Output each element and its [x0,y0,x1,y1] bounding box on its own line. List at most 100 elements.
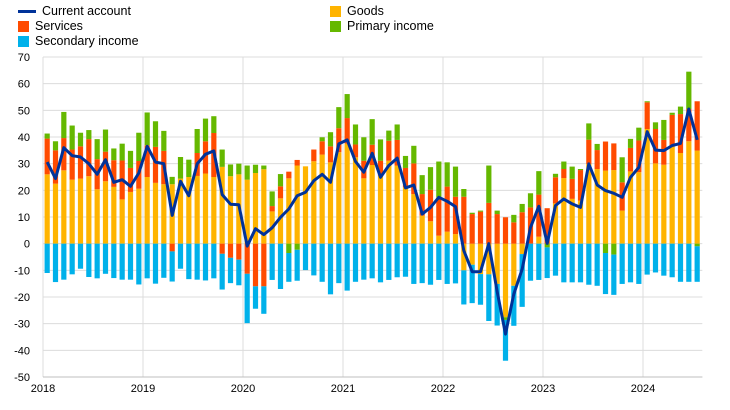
bar-primary-income [602,243,609,253]
bar-secondary-income [569,243,575,283]
bar-goods [511,243,517,286]
bar-goods [627,171,634,244]
y-tick-label: 50 [18,105,30,117]
legend-label: Secondary income [35,34,139,48]
bar-goods [594,169,600,244]
bar-primary-income [336,107,342,129]
bar-secondary-income [352,243,359,282]
bar-primary-income [169,176,175,185]
y-tick-label: 40 [18,132,30,144]
bar-primary-income [261,165,267,170]
bar-services [44,138,50,175]
bar-goods [244,179,250,244]
bar-services [519,212,525,244]
bar-secondary-income [444,243,450,284]
bar-secondary-income [227,257,234,284]
legend-swatch-services [18,20,29,32]
legend-label: Primary income [347,19,434,33]
bar-services [652,129,659,164]
bar-primary-income [644,101,650,103]
bar-services [694,101,700,151]
x-tick-label: 2018 [31,383,55,395]
bar-primary-income [627,138,634,148]
bar-primary-income [202,118,209,142]
bar-primary-income [669,112,675,115]
bar-goods [44,174,50,244]
bar-goods [86,176,92,244]
bar-services [311,149,317,162]
legend-swatch-primary-income [330,20,341,32]
bar-secondary-income [169,251,175,282]
y-tick-label: -40 [14,345,30,357]
bar-goods [502,243,509,318]
bar-secondary-income [369,243,375,279]
bar-services [236,243,242,260]
bar-primary-income [694,243,700,247]
bar-goods [202,173,209,244]
legend-primary-income: Primary income [330,19,434,33]
bar-services [486,202,492,244]
bar-primary-income [127,150,134,168]
bar-primary-income [161,130,167,151]
bar-goods [361,178,367,244]
bar-primary-income [511,214,517,223]
x-tick-label: 2019 [131,383,155,395]
bar-primary-income [144,112,150,146]
bar-primary-income [586,123,592,140]
y-tick-label: 60 [18,79,30,91]
bar-goods [669,146,675,244]
bar-services [469,214,475,244]
bar-goods [227,176,234,244]
bar-secondary-income [61,243,67,280]
bar-services [61,138,67,171]
bar-services [552,177,559,204]
bar-goods [352,157,359,244]
bar-goods [469,243,475,265]
bar-primary-income [611,243,617,255]
bar-goods [586,163,592,244]
bar-primary-income [327,132,334,147]
bar-services [611,143,617,171]
bar-services [569,178,575,199]
bar-goods [111,186,117,244]
bar-secondary-income [527,243,534,281]
bar-secondary-income [236,259,242,286]
bar-primary-income [661,119,667,140]
y-tick-label: 20 [18,185,30,197]
bar-services [394,139,400,166]
bar-primary-income [411,145,417,164]
bar-primary-income [361,137,367,161]
bar-primary-income [44,133,50,139]
bar-primary-income [102,129,109,152]
bar-primary-income [227,164,234,177]
bar-primary-income [536,171,542,195]
bar-goods [186,177,192,244]
bar-secondary-income [144,243,150,279]
bar-secondary-income [394,243,400,278]
bar-secondary-income [561,243,567,283]
bar-secondary-income [286,253,292,282]
bar-primary-income [119,143,125,161]
bar-primary-income [244,165,250,180]
bar-primary-income [136,132,142,161]
bar-primary-income [386,130,392,141]
bar-goods [577,200,584,244]
bar-secondary-income [136,243,142,285]
bar-services [461,196,467,244]
bar-secondary-income [552,243,559,276]
bar-services [227,243,234,258]
bar-services [536,194,542,237]
bar-services [402,167,409,188]
bar-services [502,217,509,244]
bar-primary-income [569,166,575,179]
bar-primary-income [652,122,659,129]
bar-primary-income [86,130,92,140]
bar-services [102,151,109,182]
bar-services [69,149,75,180]
bar-secondary-income [194,243,200,280]
bar-primary-income [77,132,84,147]
bar-goods [211,177,217,244]
x-tick-label: 2022 [431,383,455,395]
bar-goods [686,141,692,244]
